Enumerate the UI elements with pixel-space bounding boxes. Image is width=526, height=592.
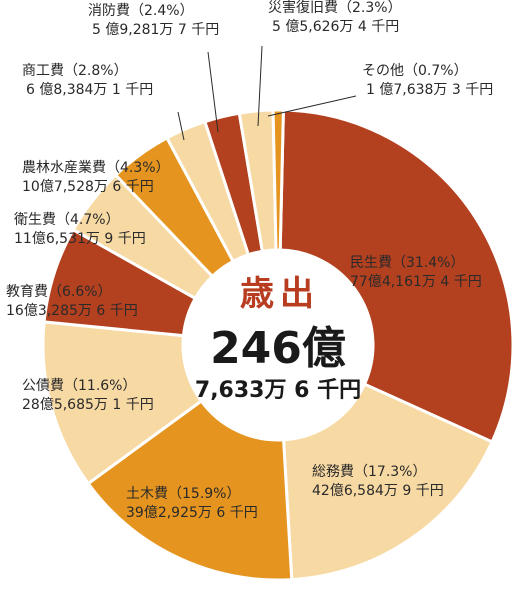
slice-label-name-0: 民生費（31.4%） — [350, 255, 464, 271]
slice-label-amount-9: 5 億5,626万 4 千円 — [272, 19, 399, 35]
donut-slices — [41, 108, 515, 582]
slice-label-amount-3: 28億5,685万 1 千円 — [22, 397, 154, 413]
donut-hole — [183, 250, 373, 440]
center-title: 歳出 — [240, 274, 320, 314]
slice-label-amount-10: 1 億7,638万 3 千円 — [366, 82, 493, 98]
slice-label-amount-2: 39億2,925万 6 千円 — [126, 505, 258, 521]
slice-label-name-9: 災害復旧費（2.3%） — [268, 0, 402, 16]
slice-label-name-5: 衛生費（4.7%） — [14, 212, 120, 228]
leader-line-8 — [207, 51, 219, 133]
center-total-sub: 7,633万 6 千円 — [195, 378, 361, 403]
slice-label-name-2: 土木費（15.9%） — [126, 486, 240, 502]
leader-line-10 — [267, 95, 357, 117]
slice-label-amount-1: 42億6,584万 9 千円 — [312, 483, 444, 499]
slice-label-amount-6: 10億7,528万 6 千円 — [22, 179, 154, 195]
slice-label-amount-0: 77億4,161万 4 千円 — [350, 274, 482, 290]
slice-label-amount-4: 16億3,285万 6 千円 — [6, 303, 138, 319]
slice-label-amount-5: 11億6,531万 9 千円 — [14, 231, 146, 247]
center-total-main: 246億 — [210, 323, 346, 374]
slice-label-name-8: 消防費（2.4%） — [88, 3, 194, 19]
slice-label-name-6: 農林水産業費（4.3%） — [22, 160, 170, 176]
slice-10 — [271, 108, 285, 252]
leader-line-9 — [257, 45, 263, 127]
slice-label-name-4: 教育費（6.6%） — [6, 284, 112, 300]
slice-label-amount-7: 6 億8,384万 1 千円 — [26, 82, 153, 98]
leader-line-7 — [177, 111, 185, 141]
slice-label-name-3: 公債費（11.6%） — [22, 378, 136, 394]
slice-label-name-10: その他（0.7%） — [362, 63, 468, 79]
slice-label-name-7: 商工費（2.8%） — [22, 63, 128, 79]
slice-label-name-1: 総務費（17.3%） — [312, 464, 426, 480]
slice-label-amount-8: 5 億9,281万 7 千円 — [92, 22, 219, 38]
leader-lines — [177, 45, 357, 141]
